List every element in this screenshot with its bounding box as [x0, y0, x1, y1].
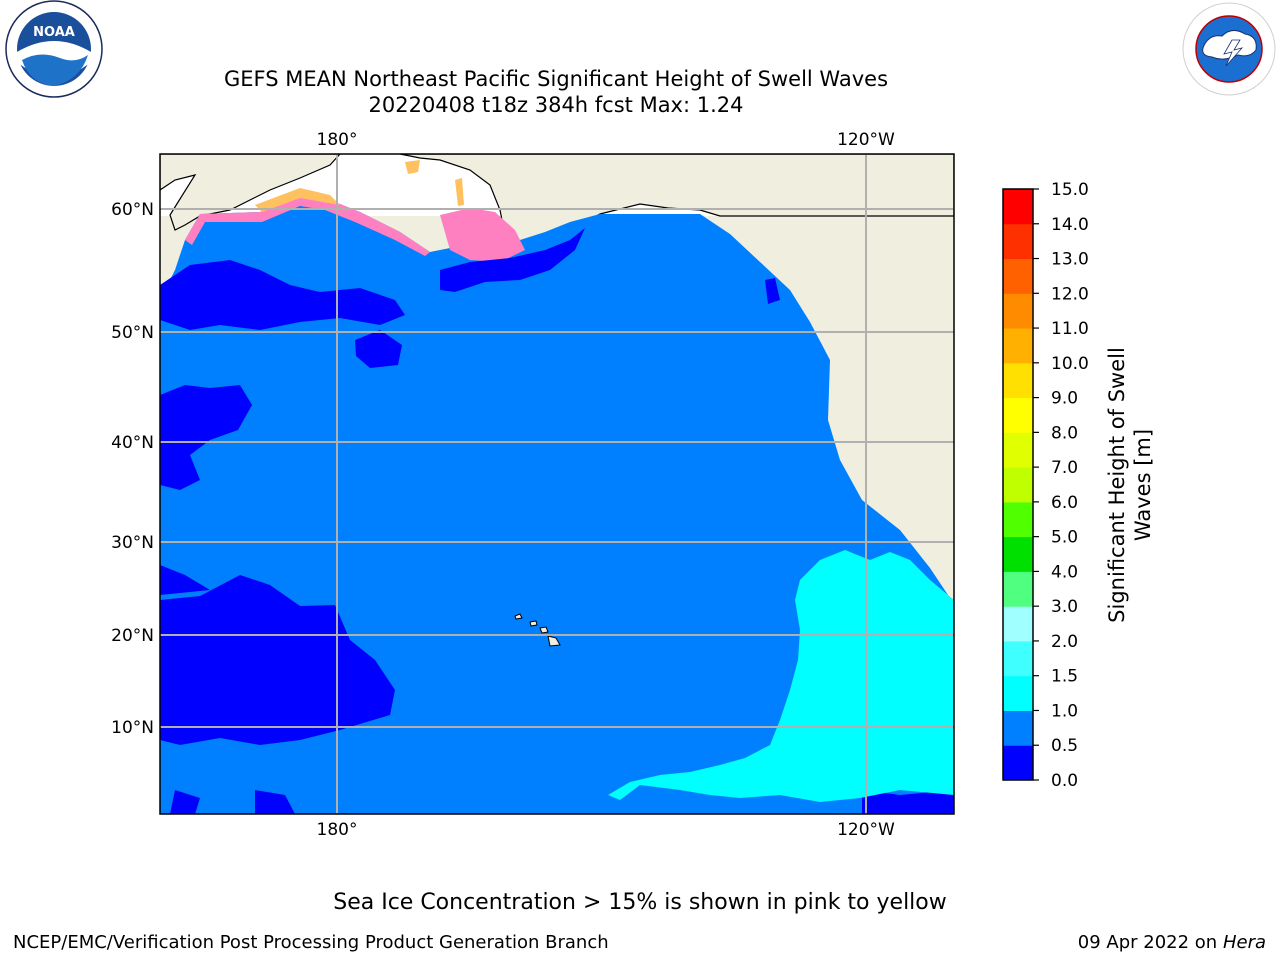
colorbar-tick-label: 11.0: [1051, 319, 1089, 339]
title-line-2: 20220408 t18z 384h fcst Max: 1.24: [368, 93, 744, 117]
low-swell-north: [160, 260, 405, 330]
colorbar-label-line1: Significant Height of Swell: [1105, 347, 1129, 623]
lon-label-top-180: 180°: [317, 130, 358, 150]
lon-label-top-120w: 120°W: [837, 130, 895, 150]
colorbar-tick-label: 0.5: [1051, 736, 1078, 756]
colorbar-segment: [1003, 293, 1033, 329]
lat-label-50n: 50°N: [111, 323, 154, 343]
map-area: [160, 154, 954, 814]
lat-label-60n: 60°N: [111, 200, 154, 220]
colorbar-tick-label: 3.0: [1051, 597, 1078, 617]
colorbar-segment: [1003, 467, 1033, 503]
colorbar-segment: [1003, 745, 1033, 781]
sea-ice-note: Sea Ice Concentration > 15% is shown in …: [333, 890, 947, 915]
sea-ice-band: [185, 196, 430, 256]
colorbar-tick-label: 1.5: [1051, 667, 1078, 687]
lat-label-30n: 30°N: [111, 533, 154, 553]
colorbar-segment: [1003, 675, 1033, 711]
colorbar-tick-label: 6.0: [1051, 493, 1078, 513]
figure-title: GEFS MEAN Northeast Pacific Significant …: [0, 66, 1112, 118]
colorbar-tick-label: 0.0: [1051, 771, 1078, 791]
colorbar-segment: [1003, 189, 1033, 225]
colorbar-tick-label: 12.0: [1051, 284, 1089, 304]
title-line-1: GEFS MEAN Northeast Pacific Significant …: [223, 67, 889, 91]
colorbar-tick-label: 15.0: [1051, 180, 1089, 200]
colorbar-segment: [1003, 397, 1033, 433]
footer-host: Hera: [1222, 932, 1266, 953]
colorbar-tick-label: 9.0: [1051, 389, 1078, 409]
lon-label-bottom-120w: 120°W: [837, 820, 895, 840]
lat-label-20n: 20°N: [111, 626, 154, 646]
colorbar-frame: [1002, 188, 1034, 781]
colorbar-tick-label: 5.0: [1051, 528, 1078, 548]
noaa-logo-text: NOAA: [33, 25, 75, 40]
map-frame: [159, 153, 955, 815]
colorbar-segment: [1003, 223, 1033, 260]
colorbar: 0.0 0.5 1.0 1.5 2.0 3.0 4.0 5.0 6.0 7.0 8.0 9.0 10.0…: [1002, 180, 1089, 791]
colorbar-segment: [1003, 640, 1033, 677]
lat-label-10n: 10°N: [111, 718, 154, 738]
lat-label-40n: 40°N: [111, 433, 154, 453]
colorbar-segment: [1003, 258, 1033, 294]
colorbar-tick-label: 14.0: [1051, 215, 1089, 235]
footer-branch: NCEP/EMC/Verification Post Processing Pr…: [13, 932, 609, 953]
colorbar-segment: [1003, 328, 1033, 364]
hawaii-islands: [514, 613, 561, 647]
colorbar-segment: [1003, 571, 1033, 607]
colorbar-tick-label: 1.0: [1051, 701, 1078, 721]
high-swell-southeast: [608, 550, 954, 802]
footer-date: 09 Apr 2022 on Hera: [1078, 932, 1266, 953]
colorbar-tick-label: 2.0: [1051, 632, 1078, 652]
noaa-logo: NOAA: [5, 0, 103, 98]
colorbar-tick-label: 13.0: [1051, 250, 1089, 270]
colorbar-segment: [1003, 606, 1033, 642]
colorbar-label-line2: Waves [m]: [1131, 429, 1155, 541]
colorbar-segment: [1003, 432, 1033, 468]
colorbar-tick-label: 10.0: [1051, 354, 1089, 374]
colorbar-segment: [1003, 710, 1033, 746]
lon-label-bottom-180: 180°: [317, 820, 358, 840]
footer-date-text: 09 Apr 2022 on: [1077, 932, 1223, 953]
colorbar-tick-label: 4.0: [1051, 562, 1078, 582]
low-swell-west: [160, 385, 252, 490]
nws-logo: [1182, 2, 1276, 96]
colorbar-tick-label: 7.0: [1051, 458, 1078, 478]
colorbar-segment: [1003, 362, 1033, 399]
colorbar-segment: [1003, 536, 1033, 572]
sea-ice-bristol: [440, 208, 525, 262]
sea-ice-edge: [255, 188, 340, 212]
colorbar-segment: [1003, 501, 1033, 538]
colorbar-tick-label: 8.0: [1051, 423, 1078, 443]
gridlines: [160, 154, 954, 814]
